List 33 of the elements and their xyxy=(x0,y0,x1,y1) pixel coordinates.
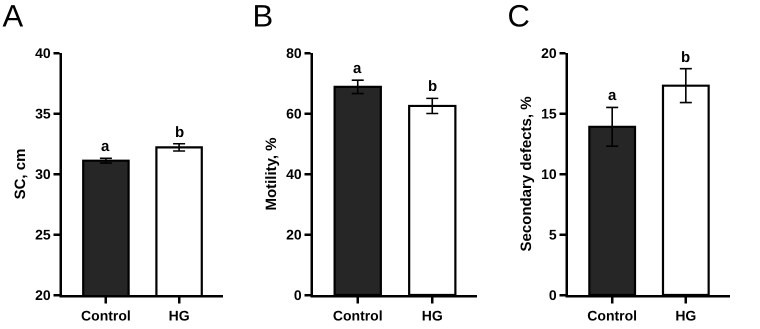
y-axis-title: Secondary defects, % xyxy=(518,96,536,252)
y-tick-label: 40 xyxy=(286,166,302,182)
y-tick-label: 0 xyxy=(294,286,302,303)
x-tick-label: HG xyxy=(168,307,190,324)
y-tick-label: 20 xyxy=(286,226,302,242)
y-tick-label: 15 xyxy=(541,105,557,122)
annotation: b xyxy=(175,124,184,141)
chart-title: C xyxy=(508,0,530,34)
annotation: b xyxy=(681,49,690,66)
x-tick-label: HG xyxy=(675,307,696,324)
y-axis-title: SC, cm xyxy=(12,148,30,200)
y-tick-label: 35 xyxy=(35,105,51,122)
chart-title: B xyxy=(252,0,274,34)
y-tick-label: 60 xyxy=(286,105,302,122)
annotation: b xyxy=(428,78,438,95)
y-tick-label: 25 xyxy=(35,226,51,242)
x-tick-label: HG xyxy=(422,307,443,324)
y-tick-label: 5 xyxy=(548,226,557,242)
y-tick-label: 30 xyxy=(35,166,51,182)
x-tick-label: Control xyxy=(587,307,638,324)
y-tick-label: 20 xyxy=(35,286,51,303)
y-axis-title: Motility, % xyxy=(263,137,280,211)
y-tick-label: 0 xyxy=(548,286,557,303)
y-tick-label: 10 xyxy=(541,166,557,182)
x-tick-label: Control xyxy=(81,307,131,324)
y-tick-label: 20 xyxy=(541,44,557,61)
annotation: a xyxy=(101,138,110,155)
annotation: a xyxy=(608,87,617,104)
y-tick-label: 40 xyxy=(35,44,51,61)
y-tick-label: 80 xyxy=(286,44,302,61)
annotation: a xyxy=(353,60,362,77)
x-tick-label: Control xyxy=(332,307,383,324)
chart-title: A xyxy=(2,0,24,34)
